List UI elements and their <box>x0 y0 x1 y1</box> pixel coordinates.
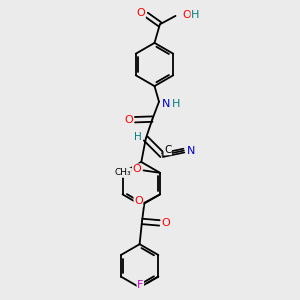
Text: O: O <box>124 115 133 125</box>
Text: C: C <box>164 145 171 155</box>
Text: H: H <box>191 10 200 20</box>
Text: O: O <box>162 218 170 228</box>
Text: CH₃: CH₃ <box>115 168 131 177</box>
Text: O: O <box>134 196 143 206</box>
Text: O: O <box>133 164 141 174</box>
Text: N: N <box>161 99 170 109</box>
Text: O: O <box>182 10 191 20</box>
Text: O: O <box>136 8 146 18</box>
Text: H: H <box>134 132 141 142</box>
Text: F: F <box>137 280 143 290</box>
Text: H: H <box>172 99 181 109</box>
Text: N: N <box>187 146 196 156</box>
